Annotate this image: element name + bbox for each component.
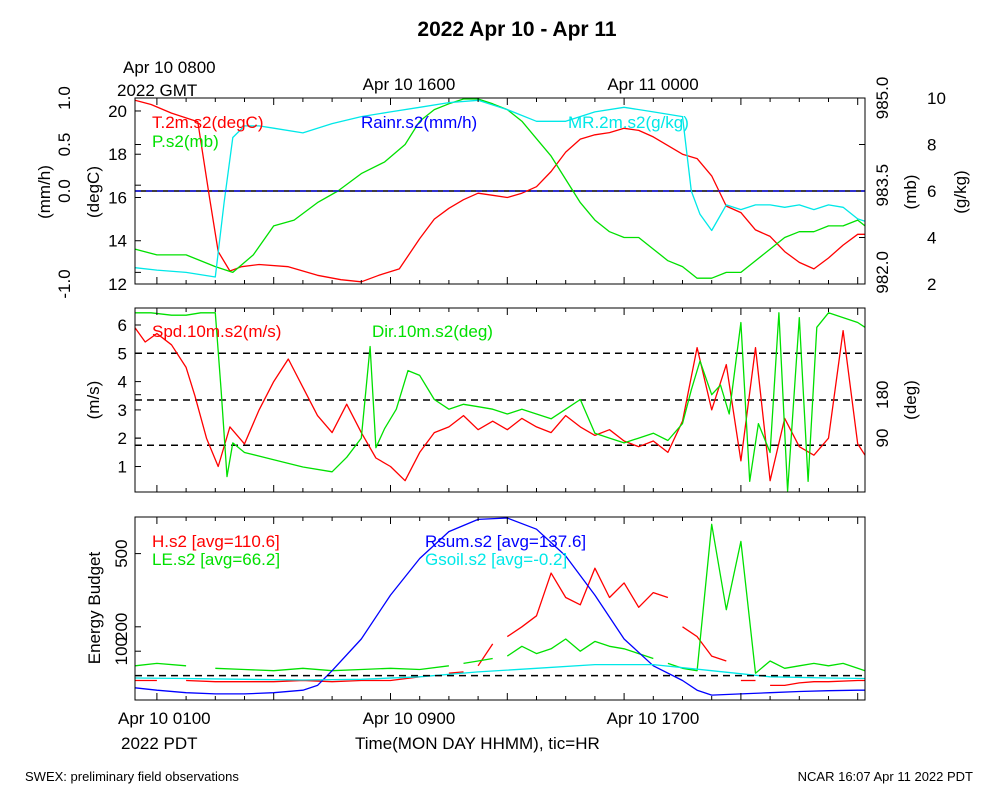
speed-tick-label: 1 xyxy=(118,458,127,477)
direction-tick-label: 90 xyxy=(873,429,892,448)
legend-mixing-ratio: MR.2m.s2(g/kg) xyxy=(568,113,689,132)
x-tick-label-3: Apr 10 1700 xyxy=(607,709,700,728)
pres-tick-label: 983.5 xyxy=(873,164,892,207)
panel2-frame xyxy=(134,307,866,493)
direction-axis-ticks: 90 180 xyxy=(135,381,892,448)
temp-tick-label: 14 xyxy=(108,232,127,251)
legend-speed: Spd.10m.s2(m/s) xyxy=(152,322,281,341)
mr-tick-label: 6 xyxy=(927,182,936,201)
x-axis-label: Time(MON DAY HHMM), tic=HR xyxy=(355,734,600,753)
legend-direction: Dir.10m.s2(deg) xyxy=(372,322,493,341)
panel2-series xyxy=(134,312,866,492)
latent-heat-line xyxy=(134,662,187,667)
rain-tick-label: 0.0 xyxy=(55,179,74,203)
direction-tick-label: 180 xyxy=(873,381,892,409)
hour-tick-marks xyxy=(156,98,859,700)
temp-tick-label: 18 xyxy=(108,145,127,164)
x-year-label: 2022 PDT xyxy=(121,734,198,753)
direction-series-line xyxy=(135,312,866,492)
rain-tick-label: 1.0 xyxy=(55,86,74,110)
temp-series-line xyxy=(134,99,865,283)
temp-axis-ticks: 12 14 16 18 20 xyxy=(108,102,141,294)
x-tick-label-1: Apr 10 0100 xyxy=(118,709,211,728)
speed-series-line xyxy=(134,327,866,482)
legend-temp: T.2m.s2(degC) xyxy=(152,113,263,132)
speed-axis-ticks: 1 2 3 4 5 6 xyxy=(118,316,141,477)
mixing-ratio-series-line xyxy=(134,99,866,278)
speed-tick-label: 3 xyxy=(118,401,127,420)
latent-heat-line xyxy=(506,638,654,660)
sensible-heat-line xyxy=(506,567,669,638)
temp-tick-label: 12 xyxy=(108,275,127,294)
temp-tick-label: 16 xyxy=(108,188,127,207)
mr-tick-label: 10 xyxy=(927,89,946,108)
energy-tick-label: 100 xyxy=(112,637,131,665)
footer-right-note: NCAR 16:07 Apr 11 2022 PDT xyxy=(798,769,973,784)
mr-tick-label: 4 xyxy=(927,229,936,248)
speed-tick-label: 5 xyxy=(118,344,127,363)
sensible-heat-line xyxy=(448,671,464,674)
gmt-tick-label-2: Apr 10 1600 xyxy=(363,75,456,94)
panel2-axes: 1 2 3 4 5 6 (m/s) 90 180 (deg) xyxy=(84,316,920,477)
panel1-axes: -1.0 0.0 0.5 1.0 (mm/h) 12 14 16 18 20 (degC) 9… xyxy=(35,77,970,299)
latent-heat-line xyxy=(463,657,493,665)
mr-axis-label: (g/kg) xyxy=(951,170,970,213)
x-tick-label-2: Apr 10 0900 xyxy=(363,709,456,728)
speed-tick-label: 6 xyxy=(118,316,127,335)
sensible-heat-line xyxy=(682,626,727,662)
legend-sensible-heat: H.s2 [avg=110.6] xyxy=(152,532,280,551)
sensible-heat-line xyxy=(477,643,494,667)
rain-axis-ticks: -1.0 0.0 0.5 1.0 xyxy=(55,86,141,299)
energy-tick-label: 200 xyxy=(112,613,131,641)
legend-net-radiation: Rsum.s2 [avg=137.6] xyxy=(425,532,586,551)
gmt-year-label: 2022 GMT xyxy=(117,81,197,100)
mr-axis-ticks: 2 4 6 8 10 xyxy=(859,89,946,294)
energy-axis-label: Energy Budget xyxy=(85,551,104,664)
panel3-series xyxy=(134,517,866,696)
chart-title: 2022 Apr 10 - Apr 11 xyxy=(417,18,617,41)
footer-left-note: SWEX: preliminary field observations xyxy=(25,769,239,784)
gmt-start-label: Apr 10 0800 xyxy=(123,58,216,77)
pres-tick-label: 985.0 xyxy=(873,77,892,120)
pres-tick-label: 982.0 xyxy=(873,251,892,294)
rain-tick-label: 0.5 xyxy=(55,133,74,157)
legend-latent-heat: LE.s2 [avg=66.2] xyxy=(152,550,280,569)
speed-tick-label: 2 xyxy=(118,429,127,448)
pressure-series-line xyxy=(134,98,866,279)
legend-pressure: P.s2(mb) xyxy=(152,132,219,151)
direction-axis-label: (deg) xyxy=(901,380,920,420)
legend-rain: Rainr.s2(mm/h) xyxy=(361,113,477,132)
panel1-frame xyxy=(134,97,866,285)
speed-axis-label: (m/s) xyxy=(84,381,103,420)
panel1-series xyxy=(134,98,866,283)
pres-axis-ticks: 982.0 983.5 985.0 xyxy=(135,77,892,294)
temp-axis-label: (degC) xyxy=(84,166,103,218)
pres-axis-label: (mb) xyxy=(901,175,920,210)
rain-axis-label: (mm/h) xyxy=(35,165,54,219)
gmt-tick-label-3: Apr 11 0000 xyxy=(607,75,698,94)
latent-heat-line xyxy=(667,523,866,674)
speed-tick-label: 4 xyxy=(118,373,127,392)
legend-soil-heat: Gsoil.s2 [avg=-0.2] xyxy=(425,550,567,569)
panel3-frame xyxy=(134,516,866,701)
temp-tick-label: 20 xyxy=(108,102,127,121)
mr-tick-label: 2 xyxy=(927,275,936,294)
mr-tick-label: 8 xyxy=(927,136,936,155)
sensible-heat-line xyxy=(770,679,865,687)
rain-tick-label: -1.0 xyxy=(55,269,74,298)
energy-tick-label: 500 xyxy=(112,539,131,567)
